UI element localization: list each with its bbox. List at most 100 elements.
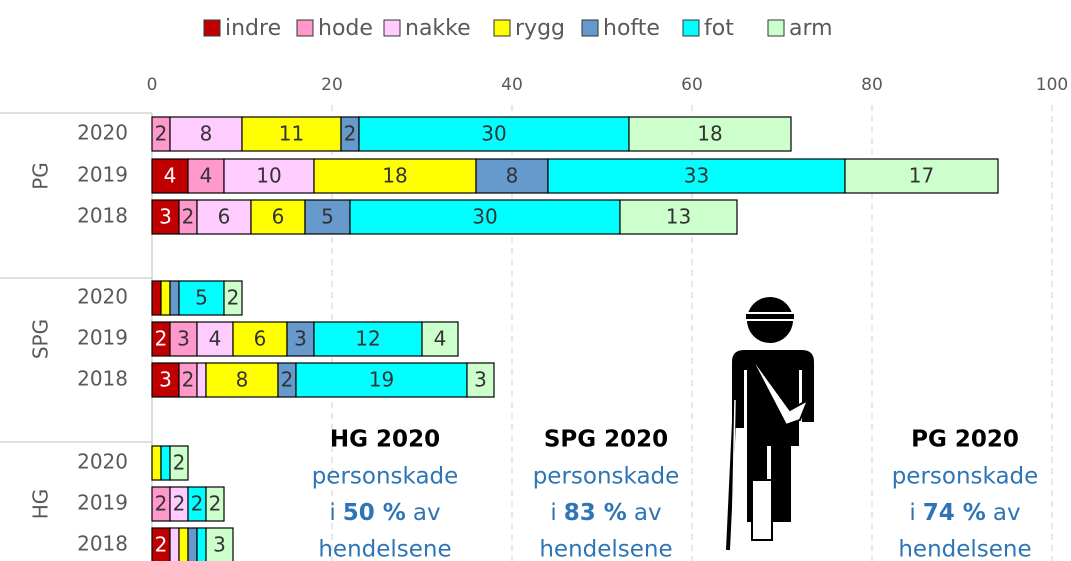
- data-label: 12: [355, 327, 380, 351]
- data-label: 5: [321, 205, 334, 229]
- data-label: 8: [236, 368, 249, 392]
- legend-swatch: [297, 20, 313, 36]
- x-tick-label: 100: [1036, 75, 1068, 95]
- annotation-suffix: av: [993, 500, 1021, 526]
- y-tick-label: 2018: [77, 204, 128, 228]
- data-label: 30: [472, 205, 497, 229]
- y-tick-label: 2020: [77, 121, 128, 145]
- data-label: 2: [227, 286, 240, 310]
- group-label: HG: [29, 489, 53, 520]
- legend-swatch: [494, 20, 510, 36]
- legend-swatch: [768, 20, 784, 36]
- bar-segment: [197, 528, 206, 561]
- annotation-suffix: av: [634, 500, 662, 526]
- chart: 020406080100 PGSPGHG20202811230182019441…: [0, 0, 1071, 561]
- annotation-line: personskade: [533, 464, 680, 490]
- annotation-prefix: i: [909, 500, 915, 526]
- data-label: 2: [191, 492, 204, 516]
- data-label: 2: [281, 368, 294, 392]
- legend-label: indre: [225, 16, 281, 41]
- data-label: 13: [666, 205, 691, 229]
- data-label: 33: [684, 164, 709, 188]
- data-label: 4: [209, 327, 222, 351]
- legend-label: hode: [318, 16, 373, 41]
- annotation-suffix: av: [413, 500, 441, 526]
- data-label: 11: [279, 122, 304, 146]
- bar-segment: [152, 281, 161, 315]
- legend-label: nakke: [405, 16, 471, 41]
- data-label: 3: [159, 205, 172, 229]
- y-tick-label: 2020: [77, 285, 128, 309]
- y-tick-label: 2020: [77, 450, 128, 474]
- data-label: 10: [256, 164, 281, 188]
- y-tick-label: 2018: [77, 367, 128, 391]
- data-label: 6: [272, 205, 285, 229]
- bar-segment: [188, 528, 197, 561]
- y-tick-label: 2019: [77, 326, 128, 350]
- y-tick-label: 2019: [77, 491, 128, 515]
- annotation-prefix: i: [550, 500, 556, 526]
- legend-label: fot: [704, 16, 734, 41]
- legend-swatch: [204, 20, 220, 36]
- data-label: 4: [164, 164, 177, 188]
- x-tick-label: 0: [147, 75, 158, 95]
- data-label: 3: [159, 368, 172, 392]
- annotation-value: 74 %: [923, 500, 986, 526]
- data-label: 17: [909, 164, 934, 188]
- bar-segment: [170, 528, 179, 561]
- x-tick-label: 40: [501, 75, 523, 95]
- bar-segment: [161, 281, 170, 315]
- annotation-line: i 74 % av: [909, 500, 1020, 526]
- data-label: 2: [155, 492, 168, 516]
- data-label: 2: [182, 205, 195, 229]
- annotation-title: SPG 2020: [544, 427, 668, 453]
- data-label: 2: [209, 492, 222, 516]
- data-label: 4: [200, 164, 213, 188]
- annotation-value: 83 %: [564, 500, 627, 526]
- bar-segment: [170, 281, 179, 315]
- group-label: SPG: [29, 319, 53, 359]
- data-label: 2: [182, 368, 195, 392]
- annotation-line: hendelsene: [318, 537, 451, 561]
- annotation-value: 50 %: [343, 500, 406, 526]
- annotation-line: personskade: [312, 464, 459, 490]
- data-label: 2: [173, 492, 186, 516]
- x-tick-label: 20: [321, 75, 343, 95]
- annotation-line: hendelsene: [539, 537, 672, 561]
- bar-segment: [152, 446, 161, 480]
- annotation-line: i 50 % av: [329, 500, 440, 526]
- legend-label: rygg: [515, 16, 565, 41]
- data-label: 3: [474, 368, 487, 392]
- group-label: PG: [29, 162, 53, 190]
- x-tick-label: 60: [681, 75, 703, 95]
- x-tick-label: 80: [861, 75, 883, 95]
- data-label: 2: [344, 122, 357, 146]
- data-label: 8: [200, 122, 213, 146]
- bar-segment: [197, 363, 206, 397]
- data-label: 6: [218, 205, 231, 229]
- data-label: 30: [481, 122, 506, 146]
- legend-swatch: [683, 20, 699, 36]
- annotation-title: PG 2020: [911, 427, 1019, 453]
- data-label: 3: [213, 533, 226, 557]
- data-label: 2: [155, 533, 168, 557]
- data-label: 8: [506, 164, 519, 188]
- annotation-line: personskade: [892, 464, 1039, 490]
- annotation-line: hendelsene: [898, 537, 1031, 561]
- bar-segment: [161, 446, 170, 480]
- data-label: 3: [294, 327, 307, 351]
- annotation-prefix: i: [329, 500, 335, 526]
- y-tick-label: 2019: [77, 163, 128, 187]
- data-label: 2: [155, 122, 168, 146]
- data-label: 18: [382, 164, 407, 188]
- legend-label: arm: [789, 16, 833, 41]
- y-tick-label: 2018: [77, 532, 128, 556]
- bar-segment: [179, 528, 188, 561]
- data-label: 5: [195, 286, 208, 310]
- data-label: 18: [697, 122, 722, 146]
- data-label: 2: [155, 327, 168, 351]
- annotation-title: HG 2020: [330, 427, 440, 453]
- legend-label: hofte: [603, 16, 660, 41]
- legend-swatch: [582, 20, 598, 36]
- data-label: 3: [177, 327, 190, 351]
